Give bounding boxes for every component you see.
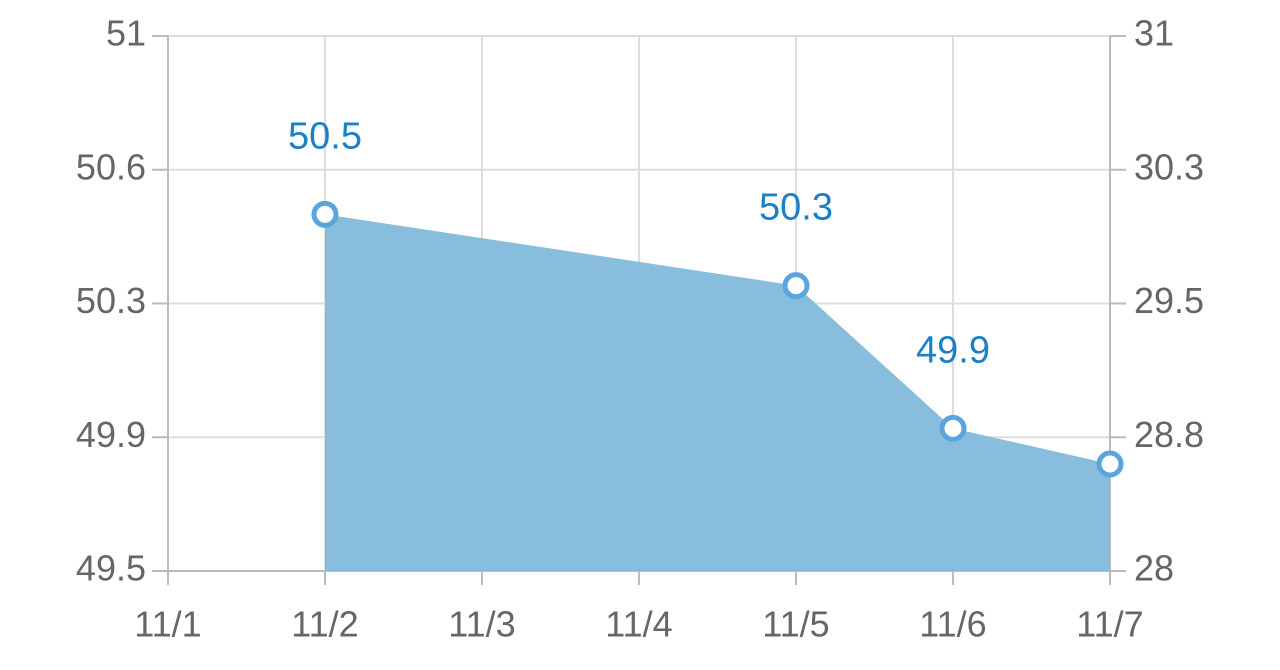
value-label: 50.3 <box>759 187 833 229</box>
x-tick-label: 11/1 <box>134 604 201 645</box>
y2-tick-label: 31 <box>1134 13 1174 54</box>
x-tick-label: 11/7 <box>1076 604 1143 645</box>
x-tick-label: 11/4 <box>605 604 672 645</box>
y-tick-label: 49.9 <box>76 414 146 455</box>
x-tick-label: 11/6 <box>919 604 986 645</box>
area <box>325 214 1110 572</box>
point <box>939 414 967 442</box>
y-tick-label: 51 <box>106 13 146 54</box>
point <box>782 272 810 300</box>
y-tick-label: 50.6 <box>76 146 146 187</box>
y2-tick-label: 28 <box>1134 548 1174 589</box>
y-tick-label: 50.3 <box>76 280 146 321</box>
y-tick-label: 49.5 <box>76 548 146 589</box>
point <box>311 200 339 228</box>
x-tick-label: 11/5 <box>762 604 829 645</box>
y2-tick-label: 28.8 <box>1134 414 1204 455</box>
value-label: 50.5 <box>288 115 362 157</box>
y2-tick-label: 29.5 <box>1134 280 1204 321</box>
value-label: 49.9 <box>916 329 990 371</box>
x-tick-label: 11/3 <box>448 604 515 645</box>
y2-tick-label: 30.3 <box>1134 146 1204 187</box>
x-tick-label: 11/2 <box>291 604 358 645</box>
point <box>1096 450 1124 478</box>
